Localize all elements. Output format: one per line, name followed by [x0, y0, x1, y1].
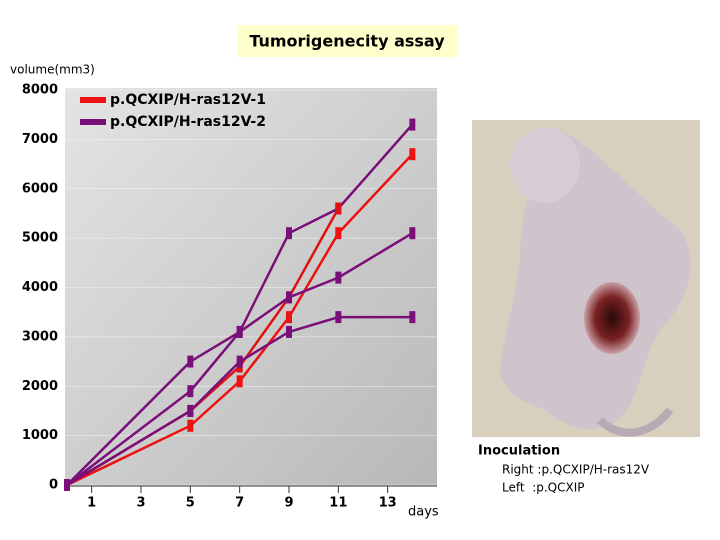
data-point [236, 375, 243, 388]
annotation-line: Left :p.QCXIP [502, 481, 585, 495]
data-point [286, 291, 292, 304]
data-point [187, 419, 194, 432]
x-tick-label: 13 [379, 496, 397, 511]
data-point [335, 202, 342, 215]
y-tick-label: 7000 [22, 132, 58, 147]
y-axis-label: volume(mm3) [10, 63, 95, 77]
data-point [187, 385, 194, 398]
data-point [286, 325, 292, 338]
y-tick-label: 6000 [22, 181, 58, 196]
y-tick-label: 4000 [22, 280, 58, 295]
x-tick-label: 7 [235, 496, 244, 511]
plot-area [65, 88, 437, 486]
legend-label: p.QCXIP/H-ras12V-1 [110, 92, 266, 108]
data-point [236, 355, 243, 368]
y-tick-label: 3000 [22, 329, 58, 344]
data-point [286, 227, 292, 240]
series-line [66, 315, 413, 487]
x-tick-label: 11 [329, 496, 347, 511]
data-point [335, 271, 342, 284]
x-tick-label: 3 [136, 496, 145, 511]
data-point [187, 404, 194, 417]
y-tick-label: 5000 [22, 231, 58, 246]
chart-title: Tumorigenecity assay [249, 32, 445, 51]
data-point [409, 118, 416, 131]
x-axis-label: days [408, 505, 439, 520]
data-point [409, 148, 416, 161]
data-point [335, 227, 342, 240]
data-point [409, 311, 416, 324]
y-tick-label: 2000 [22, 379, 58, 394]
data-point [64, 479, 70, 491]
y-tick-label: 0 [49, 478, 58, 493]
y-tick-label: 1000 [22, 428, 58, 443]
mouse-photo [472, 120, 700, 437]
series-line [66, 123, 414, 486]
series-line [66, 153, 414, 487]
data-point [409, 227, 416, 240]
annotation-line: Right :p.QCXIP/H-ras12V [502, 463, 650, 477]
title-box [237, 25, 457, 57]
y-tick-label: 8000 [22, 83, 58, 98]
x-tick-label: 1 [87, 496, 96, 511]
annotation-title: Inoculation [478, 444, 560, 459]
x-tick-label: 9 [284, 496, 293, 511]
series-line [66, 232, 413, 486]
data-point [187, 355, 194, 368]
data-point [286, 311, 292, 324]
legend-label: p.QCXIP/H-ras12V-2 [110, 114, 266, 130]
data-point [236, 325, 243, 338]
x-tick-label: 5 [186, 496, 195, 511]
data-point [335, 311, 342, 324]
